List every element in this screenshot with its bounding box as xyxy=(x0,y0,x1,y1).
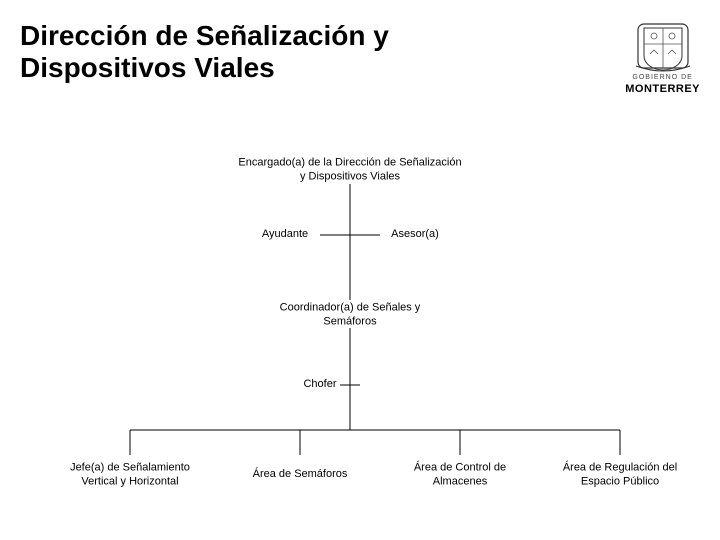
org-node-coord: Coordinador(a) de Señales ySemáforos xyxy=(250,301,450,329)
org-node-jefe: Jefe(a) de SeñalamientoVertical y Horizo… xyxy=(45,461,215,489)
logo-title: MONTERREY xyxy=(625,83,700,95)
org-node-ayudante: Ayudante xyxy=(240,228,330,242)
page-title: Dirección de Señalización y Dispositivos… xyxy=(20,20,500,84)
logo: GOBIERNO DE MONTERREY xyxy=(625,20,700,95)
coat-of-arms-icon xyxy=(632,20,694,72)
org-node-asesor: Asesor(a) xyxy=(370,228,460,242)
logo-subtitle: GOBIERNO DE xyxy=(632,74,692,81)
header: Dirección de Señalización y Dispositivos… xyxy=(20,20,700,95)
org-node-regul: Área de Regulación delEspacio Público xyxy=(540,461,700,489)
org-node-chofer: Chofer xyxy=(285,378,355,392)
org-node-control: Área de Control deAlmacenes xyxy=(385,461,535,489)
org-node-root: Encargado(a) de la Dirección de Señaliza… xyxy=(220,156,480,184)
org-node-semaf: Área de Semáforos xyxy=(230,468,370,482)
